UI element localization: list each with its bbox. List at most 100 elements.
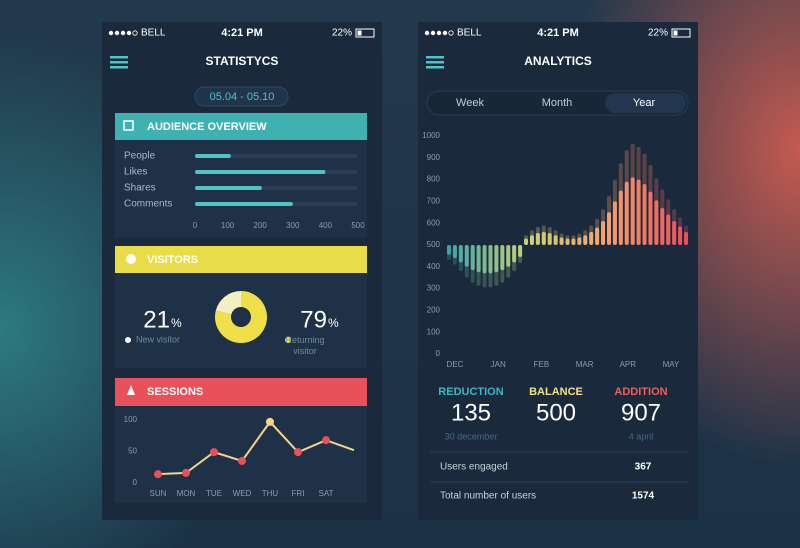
section-title: SESSIONS bbox=[147, 386, 203, 398]
screen-title: ANALYTICS bbox=[524, 54, 592, 68]
tab[interactable]: Month bbox=[542, 97, 573, 109]
bar bbox=[624, 181, 629, 245]
stat-value: 79 bbox=[300, 306, 327, 333]
y-tick-label: 50 bbox=[128, 447, 137, 456]
signal bbox=[424, 30, 454, 36]
y-tick-label: 100 bbox=[427, 327, 441, 336]
screen-title: STATISTYCS bbox=[206, 54, 279, 68]
point bbox=[266, 417, 274, 426]
section-title: AUDIENCE OVERVIEW bbox=[147, 121, 267, 133]
battery-level bbox=[357, 30, 362, 36]
visitors-header bbox=[115, 246, 367, 273]
point bbox=[294, 448, 302, 457]
bar bbox=[541, 231, 546, 245]
bar bbox=[601, 221, 606, 245]
bar bbox=[595, 227, 600, 245]
stat-label: ADDITION bbox=[614, 386, 667, 398]
x-tick-label: 200 bbox=[254, 221, 268, 230]
bar bbox=[470, 245, 475, 271]
legend-dot bbox=[125, 337, 131, 343]
bar bbox=[452, 245, 457, 259]
bar bbox=[636, 179, 641, 245]
bar bbox=[195, 154, 231, 158]
bar bbox=[518, 245, 523, 257]
bar bbox=[494, 245, 499, 273]
date-pill[interactable] bbox=[194, 86, 289, 107]
x-tick-label: DEC bbox=[447, 360, 464, 369]
menu-icon[interactable] bbox=[426, 56, 444, 69]
bar bbox=[476, 245, 481, 273]
x-tick-label: FEB bbox=[534, 360, 550, 369]
bar bbox=[488, 245, 493, 274]
y-tick-label: 1000 bbox=[422, 131, 440, 140]
y-tick-label: 900 bbox=[427, 153, 441, 162]
y-tick-label: 0 bbox=[436, 349, 441, 358]
y-tick-label: 100 bbox=[124, 415, 138, 424]
y-tick-label: 200 bbox=[427, 306, 441, 315]
bar bbox=[577, 237, 582, 245]
bar bbox=[630, 177, 635, 245]
point bbox=[210, 448, 218, 457]
legend-dot bbox=[285, 337, 291, 343]
legend-label: Returning visitor bbox=[285, 335, 325, 356]
row-value: 367 bbox=[635, 462, 652, 473]
line bbox=[157, 420, 355, 476]
x-tick-label: MON bbox=[177, 489, 196, 498]
bar-label: Shares bbox=[124, 183, 156, 194]
icon bbox=[123, 120, 134, 131]
bar bbox=[660, 207, 665, 245]
tab[interactable]: Week bbox=[456, 97, 484, 109]
stat-value: 500 bbox=[536, 399, 576, 426]
y-tick-label: 800 bbox=[427, 175, 441, 184]
battery: 22% bbox=[648, 28, 668, 39]
bar bbox=[606, 212, 611, 245]
bar bbox=[684, 231, 688, 245]
x-tick-label: MAY bbox=[663, 360, 680, 369]
point bbox=[322, 436, 330, 445]
section-title: VISITORS bbox=[147, 254, 198, 266]
stat-note: 4 april bbox=[629, 431, 654, 441]
icon bbox=[127, 385, 135, 395]
time: 4:21 PM bbox=[537, 27, 579, 39]
x-tick-label: SAT bbox=[319, 489, 334, 498]
bar bbox=[500, 245, 505, 271]
sessions-header bbox=[115, 378, 367, 406]
legend-label: New visitor bbox=[136, 334, 180, 344]
battery-icon bbox=[671, 28, 691, 38]
stat-value: 21 bbox=[143, 306, 170, 333]
y-tick-label: 600 bbox=[427, 218, 441, 227]
stat-value: 135 bbox=[451, 399, 491, 426]
audience-header bbox=[115, 113, 367, 140]
tab-selected[interactable] bbox=[605, 93, 686, 113]
tab[interactable]: Year bbox=[633, 97, 656, 109]
bar bbox=[589, 231, 594, 245]
stat-value: 907 bbox=[621, 399, 661, 426]
bar bbox=[571, 238, 576, 245]
x-tick-label: 300 bbox=[286, 221, 300, 230]
bar bbox=[506, 245, 511, 267]
x-tick-label: 500 bbox=[351, 221, 365, 230]
x-tick-label: 0 bbox=[193, 221, 198, 230]
x-tick-label: THU bbox=[262, 489, 279, 498]
stat-unit: % bbox=[171, 316, 182, 330]
stat-label: REDUCTION bbox=[438, 386, 503, 398]
bar bbox=[678, 226, 683, 245]
x-tick-label: SUN bbox=[150, 489, 167, 498]
bar-track bbox=[195, 154, 358, 158]
bar bbox=[618, 190, 623, 245]
point bbox=[238, 456, 246, 465]
menu-icon[interactable] bbox=[110, 56, 128, 69]
stat-label: BALANCE bbox=[529, 386, 583, 398]
bar bbox=[464, 245, 469, 267]
date-range: 05.04 - 05.10 bbox=[210, 91, 275, 103]
signal bbox=[108, 30, 138, 36]
x-tick-label: FRI bbox=[292, 489, 305, 498]
bar-label: People bbox=[124, 151, 156, 162]
bar bbox=[612, 201, 617, 245]
bar bbox=[512, 245, 517, 263]
carrier: BELL bbox=[457, 28, 482, 39]
bar bbox=[447, 245, 451, 255]
bar bbox=[672, 221, 677, 245]
